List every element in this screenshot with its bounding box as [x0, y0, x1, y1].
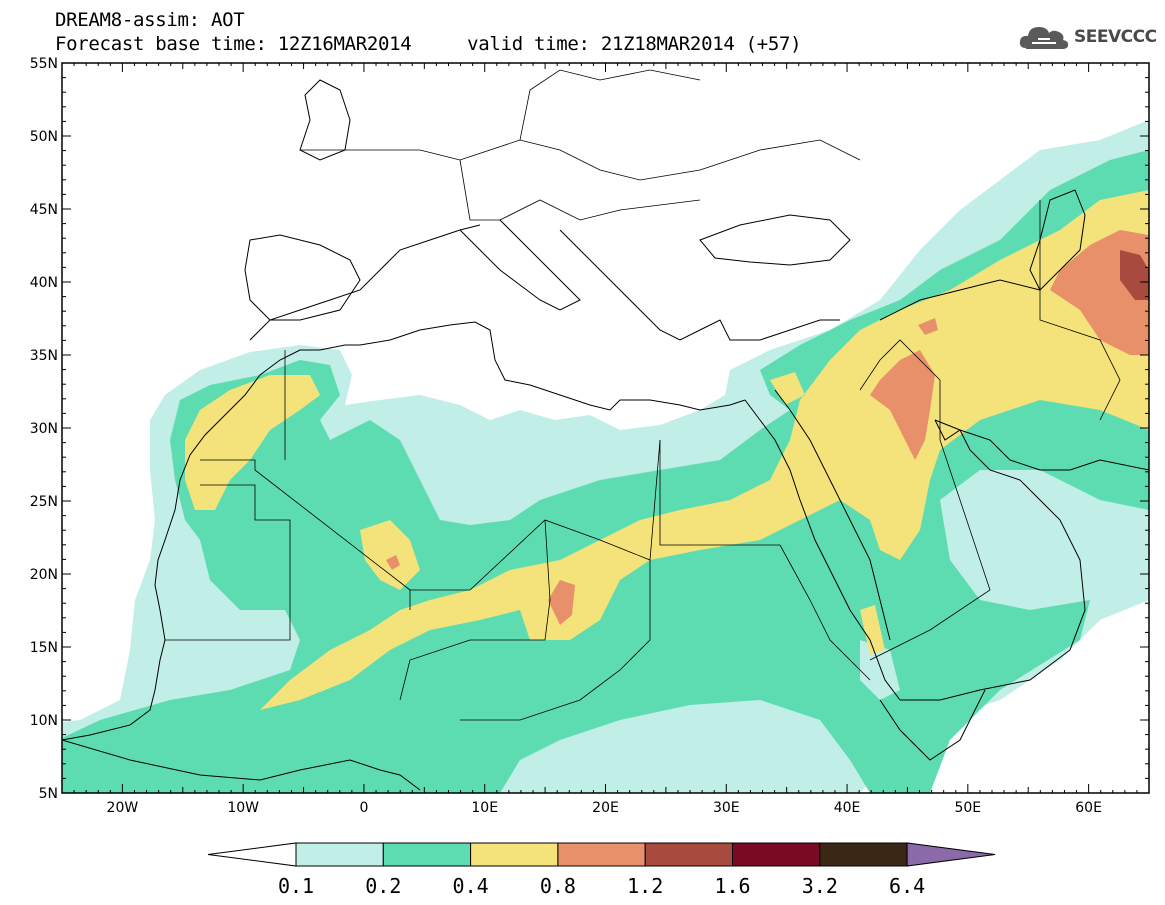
axis-tick-labels: 5N 10N 15N 20N 25N 30N 35N 40N 45N 50N 55N 20W 10W 0 1… [30, 56, 1102, 816]
colorbar-label: 0.1 [278, 874, 314, 898]
colorbar-label: 0.2 [365, 874, 401, 898]
coastlines [62, 79, 1149, 791]
colorbar-swatch [644, 842, 734, 867]
cloud-icon [1019, 27, 1069, 49]
lat-tick-label: 50N [30, 129, 58, 145]
colorbar-label: 0.4 [453, 874, 489, 898]
colorbar-label: 6.4 [889, 874, 925, 898]
country-borders [165, 69, 1121, 721]
aot-contour-1.2 [1120, 250, 1149, 300]
seevccc-logo: SEEVCCC [1018, 22, 1157, 52]
map-title: DREAM8-assim: AOT [55, 9, 245, 31]
lon-tick-label: 30E [713, 800, 740, 816]
logo-text: SEEVCCC [1074, 27, 1157, 47]
lon-tick-label: 10W [227, 800, 259, 816]
lat-tick-label: 45N [30, 202, 58, 218]
colorbar-arrow-high [906, 842, 996, 867]
aot-shading [62, 120, 1149, 793]
colorbar-swatch [470, 842, 559, 867]
colorbar-label: 3.2 [802, 874, 838, 898]
lat-tick-label: 55N [30, 56, 58, 72]
colorbar-label: 1.6 [714, 874, 750, 898]
colorbar-label: 0.8 [540, 874, 576, 898]
lat-tick-label: 25N [30, 494, 58, 510]
colorbar-swatch [819, 842, 908, 867]
aot-contour-0.4 [185, 190, 1149, 710]
axis-ticks [61, 62, 1150, 794]
aot-contour-0.8 [386, 230, 1149, 625]
lat-tick-label: 5N [39, 786, 58, 802]
colorbar-swatch [295, 842, 384, 867]
colorbar-label: 1.2 [627, 874, 663, 898]
lon-tick-label: 40E [834, 800, 861, 816]
lat-tick-label: 30N [30, 421, 58, 437]
lat-tick-label: 20N [30, 567, 58, 583]
lon-tick-label: 20W [107, 800, 139, 816]
lat-tick-label: 15N [30, 640, 58, 656]
lat-tick-label: 40N [30, 275, 58, 291]
lon-tick-label: 60E [1075, 800, 1102, 816]
forecast-base-time: Forecast base time: 12Z16MAR2014 [55, 33, 412, 55]
colorbar-swatch [557, 842, 646, 867]
lon-tick-label: 10E [471, 800, 498, 816]
lat-tick-label: 10N [30, 713, 58, 729]
colorbar-arrow-low [207, 842, 297, 867]
valid-time: valid time: 21Z18MAR2014 (+57) [467, 33, 802, 55]
lon-tick-label: 50E [954, 800, 981, 816]
colorbar: 0.1 0.2 0.4 0.8 1.2 1.6 3.2 6.4 [207, 842, 996, 898]
lon-tick-label: 0 [359, 800, 368, 816]
colorbar-swatch [732, 842, 821, 867]
lat-tick-label: 35N [30, 348, 58, 364]
colorbar-swatch [382, 842, 472, 867]
forecast-times: Forecast base time: 12Z16MAR2014 valid t… [55, 33, 802, 55]
lon-tick-label: 20E [592, 800, 619, 816]
